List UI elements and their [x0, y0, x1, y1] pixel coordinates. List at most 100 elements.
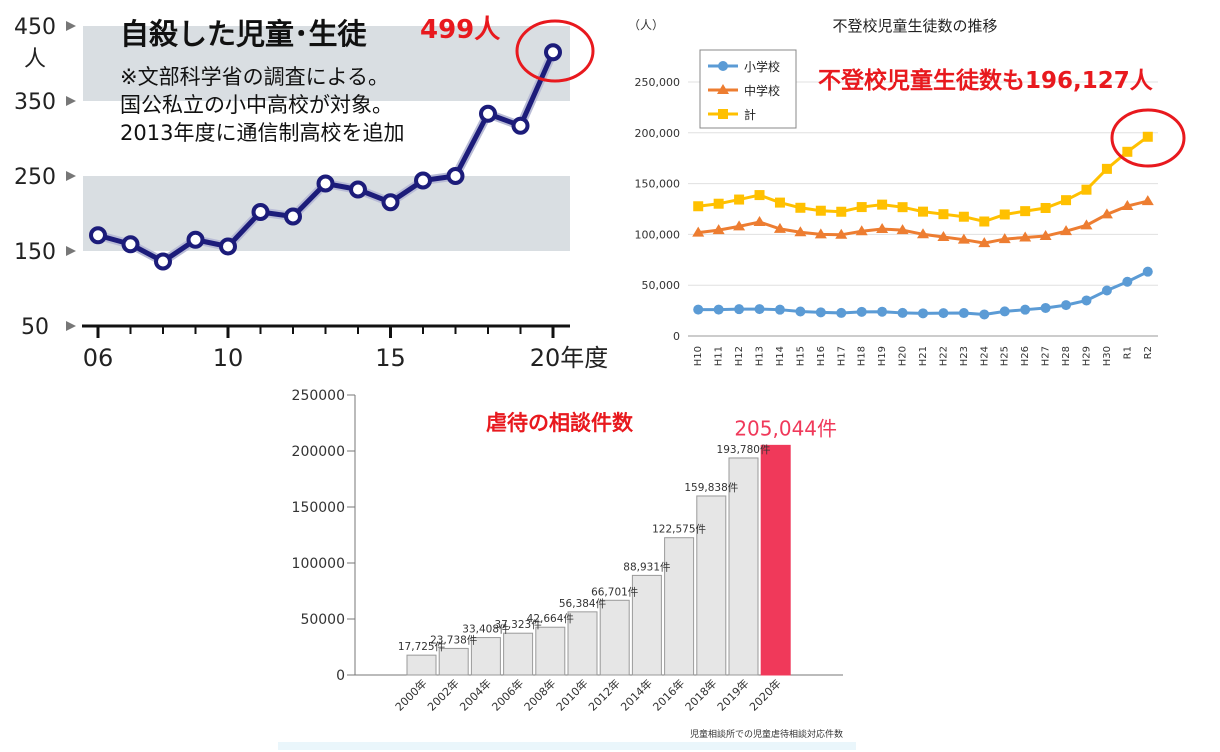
data-point [957, 233, 970, 244]
data-label: 23,738件 [430, 634, 477, 646]
data-point [1061, 195, 1072, 206]
x-tick-label: 2004年 [457, 676, 494, 713]
x-tick-label: 2018年 [682, 676, 719, 713]
data-point [1081, 295, 1092, 306]
data-point [897, 202, 908, 213]
y-tick-label: 200000 [292, 444, 345, 460]
data-label: 193,780件 [717, 444, 771, 456]
data-series [89, 43, 562, 271]
x-tick-label: H30 [1102, 346, 1113, 366]
x-tick-label: 2008年 [521, 676, 558, 713]
data-point [511, 116, 530, 135]
futoko-chart: （人） 不登校児童生徒数の推移 250,000 200,000 150,000 100… [628, 17, 1186, 366]
data-point [795, 306, 806, 317]
data-point [251, 203, 270, 221]
data-point [958, 308, 969, 319]
data-point [446, 167, 465, 185]
data-point [978, 237, 991, 248]
data-label: 122,575件 [652, 524, 706, 536]
bar [664, 537, 695, 676]
data-label: 37,323件 [494, 619, 541, 631]
data-point [917, 228, 929, 239]
x-tick-label: 2010年 [553, 676, 590, 713]
tick-labels: 450 350 250 150 50 06 10 15 20年度 [14, 15, 608, 372]
y-tick-label: 250000 [292, 388, 345, 404]
suicide-chart: 450 350 250 150 50 06 10 15 20年度 人 自殺した児童･生徒 ※文部… [14, 15, 608, 372]
data-point [999, 306, 1010, 317]
data-point [815, 307, 826, 318]
data-point [958, 211, 969, 222]
x-tick-label: 2000年 [392, 676, 429, 713]
data-label-highlight: 205,044件 [734, 416, 837, 440]
data-point [733, 220, 746, 231]
data-point [998, 233, 1011, 244]
y-tick-label: 0 [673, 330, 680, 343]
x-tick-label: 2020年 [746, 676, 783, 713]
x-tick-label: H13 [755, 346, 766, 366]
data-point [1019, 231, 1032, 242]
x-tick-label: 10 [213, 344, 244, 372]
data-point [979, 309, 990, 320]
note-line-3: 2013年度に通信制高校を追加 [120, 121, 404, 145]
data-point [1060, 225, 1073, 236]
data-label: 56,384件 [559, 598, 606, 610]
y-tick-label: 150000 [292, 500, 345, 516]
x-tick-label: H27 [1041, 346, 1052, 366]
y-tick-label: 250 [14, 165, 56, 190]
footnote: 児童相談所での児童虐待相談対応件数 [690, 728, 843, 740]
y-tick-marker [66, 96, 76, 106]
series-line-0 [698, 270, 1149, 316]
chart-title: 虐待の相談件数 [486, 411, 634, 435]
gridlines [688, 81, 1158, 337]
bars [406, 444, 791, 676]
data-point [381, 193, 400, 212]
data-point [754, 304, 765, 315]
x-tick-label: 2016年 [650, 676, 687, 713]
x-tick-label: 2012年 [585, 676, 622, 713]
y-unit-label: （人） [628, 18, 664, 32]
x-tick-label: 20年度 [530, 344, 609, 372]
data-point [414, 171, 432, 190]
data-point [1040, 202, 1051, 213]
data-point [836, 307, 847, 318]
data-point [753, 216, 766, 227]
x-tick-label: H20 [898, 346, 909, 366]
legend-marker [717, 84, 729, 94]
data-label: 66,701件 [591, 586, 638, 598]
data-point [1020, 304, 1031, 315]
data-point [836, 206, 847, 217]
bar [470, 637, 501, 676]
data-point [1040, 302, 1051, 313]
note-line-1: ※文部科学省の調査による。 [120, 65, 389, 89]
data-point [999, 209, 1010, 220]
data-point [897, 307, 908, 318]
bottom-strip [278, 742, 856, 750]
bar [631, 574, 662, 676]
x-tick-label: 2002年 [424, 676, 461, 713]
data-point [1122, 276, 1133, 287]
bar [728, 457, 759, 676]
x-tick-label: H16 [816, 346, 827, 366]
x-tick-label: 2006年 [489, 676, 526, 713]
y-tick-label: 350 [14, 90, 56, 115]
data-point [1101, 163, 1112, 174]
y-tick-label: 200,000 [635, 127, 681, 140]
x-tick-label: H21 [918, 346, 929, 366]
data-point [773, 222, 786, 233]
data-point [937, 231, 950, 242]
data-label: 42,664件 [527, 613, 574, 625]
data-point [1142, 266, 1153, 277]
data-point [89, 226, 107, 245]
y-tick-label: 450 [14, 15, 56, 40]
x-tick-label: H25 [1000, 346, 1011, 366]
data-series [692, 131, 1154, 320]
y-tick-label: 150 [14, 240, 56, 265]
data-point [1100, 208, 1113, 219]
legend-label: 中学校 [744, 83, 780, 98]
data-point [693, 201, 704, 212]
y-tick-marker [66, 246, 76, 256]
x-tick-label: H29 [1081, 346, 1092, 366]
data-point [896, 224, 909, 235]
data-point [1039, 230, 1052, 241]
data-point [316, 174, 335, 193]
